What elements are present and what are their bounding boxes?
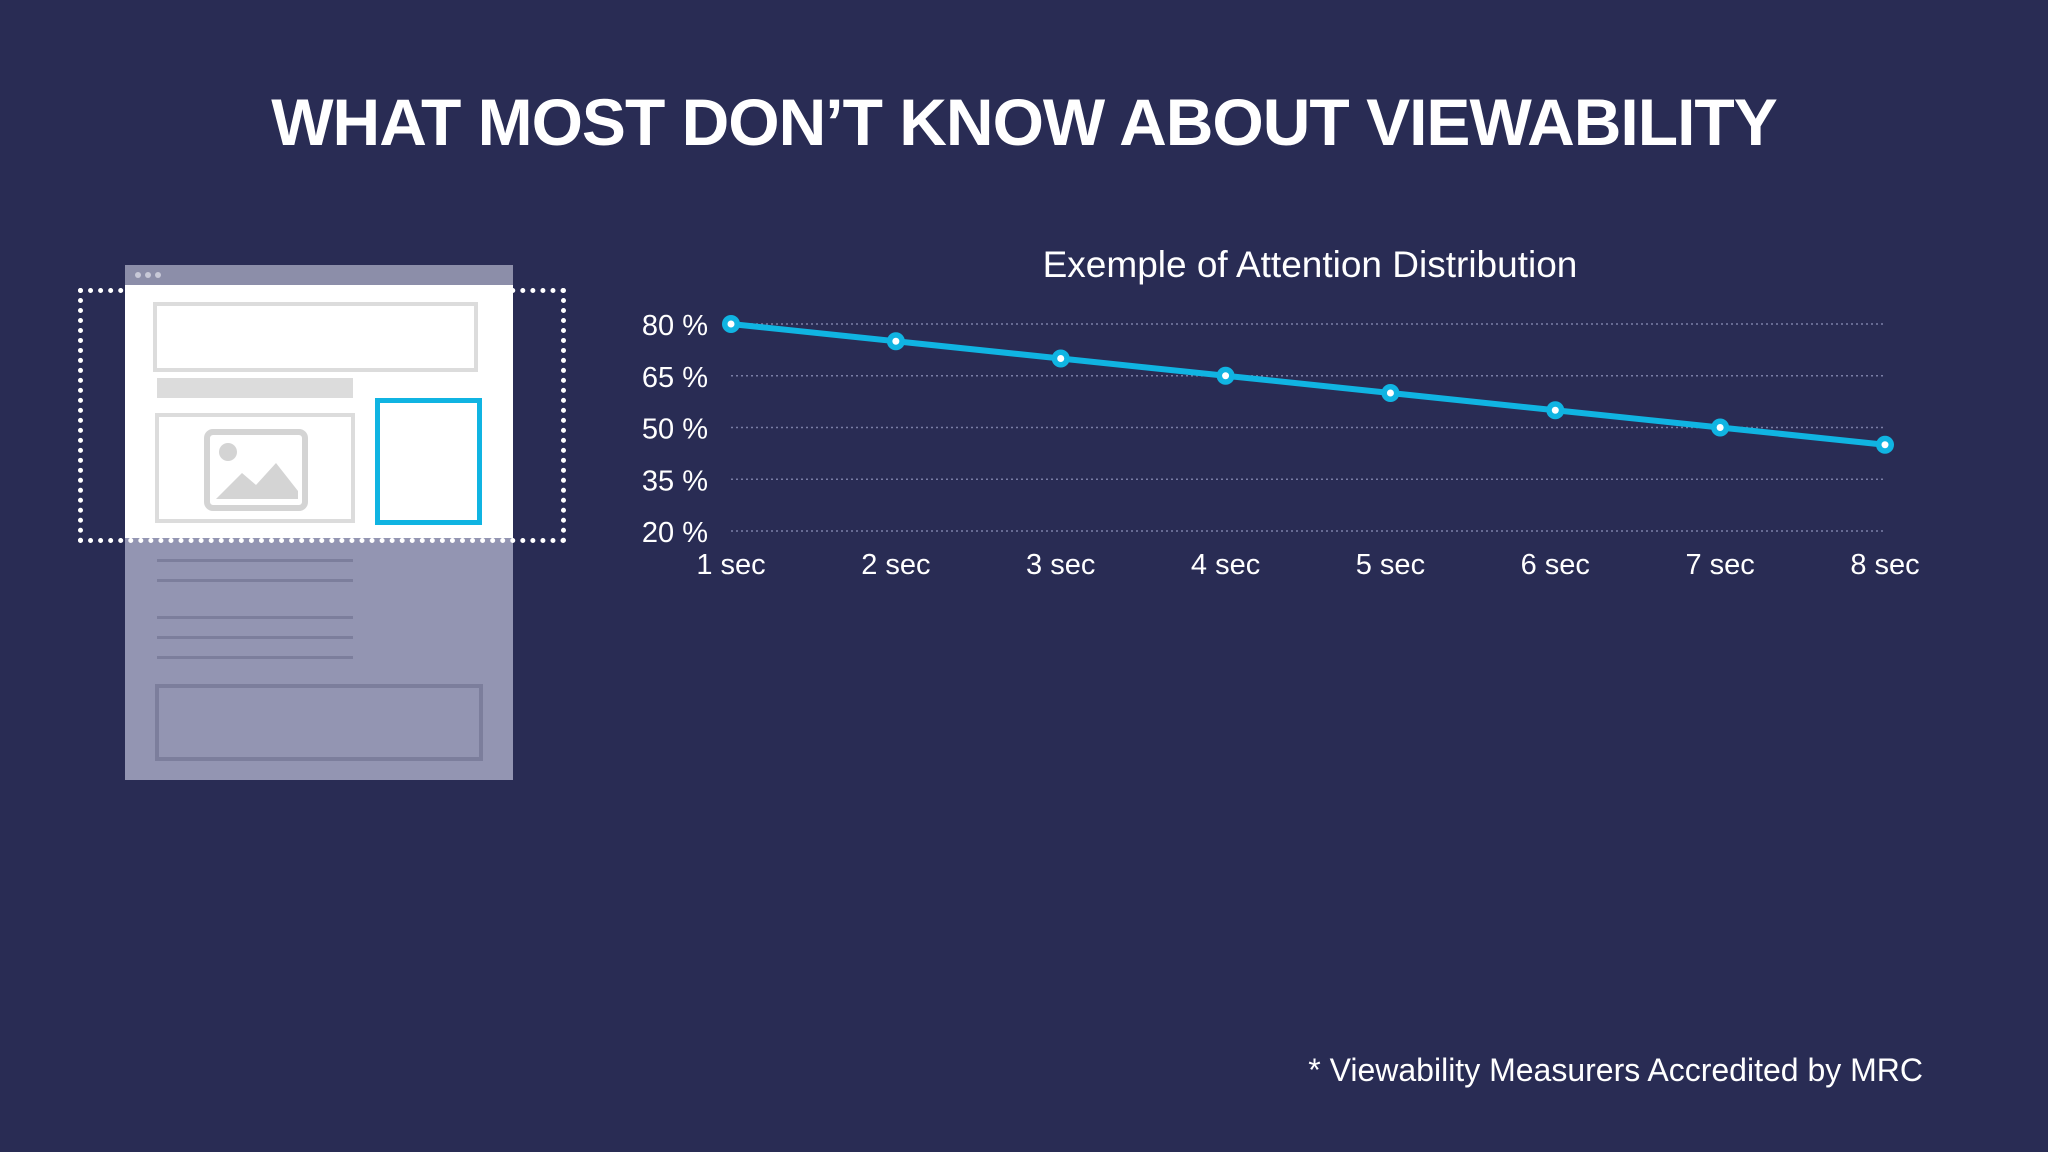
text-bar <box>157 378 353 398</box>
data-point-center <box>1881 441 1889 449</box>
x-tick-label: 4 sec <box>1191 549 1260 581</box>
y-tick-label: 20 % <box>642 517 708 549</box>
data-point-center <box>1222 372 1230 380</box>
text-line <box>157 559 353 562</box>
y-tick-label: 50 % <box>642 414 708 446</box>
x-tick-label: 1 sec <box>696 549 765 581</box>
webpage-illustration <box>125 265 513 780</box>
x-tick-label: 5 sec <box>1356 549 1425 581</box>
footer-block <box>155 684 483 761</box>
y-tick-label: 80 % <box>642 310 708 342</box>
data-point-center <box>1386 389 1394 397</box>
series-line <box>730 321 1886 448</box>
browser-bar <box>125 265 513 285</box>
data-point-center <box>1716 424 1724 431</box>
header-block <box>153 302 478 372</box>
footnote: * Viewability Measurers Accredited by MR… <box>1308 1052 1923 1088</box>
text-line <box>157 579 353 582</box>
image-block <box>155 413 355 523</box>
x-tick-label: 2 sec <box>861 549 930 581</box>
slide-title: WHAT MOST DON’T KNOW ABOUT VIEWABILITY <box>271 85 1778 159</box>
text-line <box>157 636 353 639</box>
data-point-center <box>892 337 900 345</box>
y-tick-label: 65 % <box>642 362 708 394</box>
browser-dot <box>155 272 161 278</box>
data-point-center <box>1551 406 1559 414</box>
x-tick-label: 3 sec <box>1026 549 1095 581</box>
x-tick-label: 7 sec <box>1685 549 1754 581</box>
data-point-center <box>727 320 735 328</box>
browser-dot <box>145 272 151 278</box>
text-line <box>157 616 353 619</box>
text-line <box>157 656 353 659</box>
browser-dot <box>135 272 141 278</box>
above-fold-area <box>125 285 513 538</box>
y-tick-label: 35 % <box>642 465 708 497</box>
x-tick-label: 6 sec <box>1521 549 1590 581</box>
x-tick-label: 8 sec <box>1850 549 1919 581</box>
viewport-frame <box>78 288 566 543</box>
data-point-center <box>1057 355 1065 362</box>
ad-unit <box>375 398 482 525</box>
image-icon <box>204 429 308 511</box>
chart-title: Exemple of Attention Distribution <box>1042 244 1578 285</box>
